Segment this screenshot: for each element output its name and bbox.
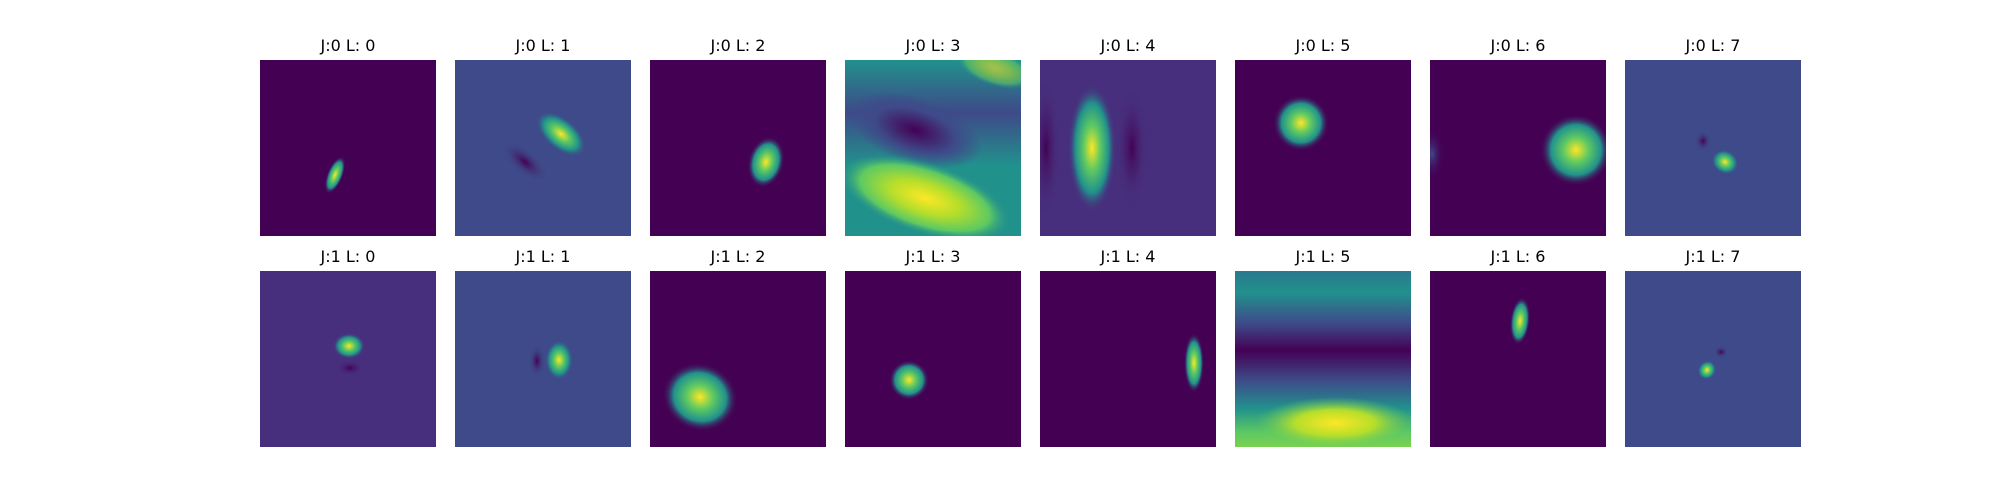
panel-title: J:0 L: 3 [905, 36, 961, 55]
filter-heatmap-svg [1625, 60, 1801, 236]
filter-heatmap-svg [1430, 271, 1606, 447]
panel-title: J:1 L: 1 [515, 247, 571, 266]
filter-image [1625, 60, 1801, 236]
panel-title: J:1 L: 5 [1295, 247, 1351, 266]
panel-title: J:1 L: 4 [1100, 247, 1156, 266]
filter-image [1235, 60, 1411, 236]
filter-image [1040, 271, 1216, 447]
panel-title: J:0 L: 4 [1100, 36, 1156, 55]
filter-image [845, 60, 1021, 236]
filter-image [1040, 60, 1216, 236]
panel-title: J:0 L: 2 [710, 36, 766, 55]
filter-heatmap-svg [1430, 60, 1606, 236]
panel-title: J:0 L: 7 [1685, 36, 1741, 55]
filter-image [1430, 60, 1606, 236]
filter-image [455, 271, 631, 447]
filter-heatmap-svg [845, 60, 1021, 236]
filter-image [260, 271, 436, 447]
filter-heatmap-svg [455, 271, 631, 447]
filter-heatmap-svg [1625, 271, 1801, 447]
filter-heatmap-svg [455, 60, 631, 236]
filter-heatmap-svg [1235, 60, 1411, 236]
filter-heatmap-svg [260, 271, 436, 447]
panel-title: J:0 L: 6 [1490, 36, 1546, 55]
filter-heatmap-svg [650, 60, 826, 236]
panel-title: J:1 L: 2 [710, 247, 766, 266]
filter-image [1625, 271, 1801, 447]
filter-image [845, 271, 1021, 447]
filter-heatmap-svg [1040, 60, 1216, 236]
panel-title: J:1 L: 6 [1490, 247, 1546, 266]
filter-image [1235, 271, 1411, 447]
filter-image [1430, 271, 1606, 447]
filter-image [260, 60, 436, 236]
panel-title: J:1 L: 7 [1685, 247, 1741, 266]
filter-heatmap-svg [1040, 271, 1216, 447]
filter-heatmap-svg [650, 271, 826, 447]
filter-heatmap-svg [1235, 271, 1411, 447]
filter-heatmap-svg [260, 60, 436, 236]
filter-image [650, 60, 826, 236]
panel-title: J:0 L: 1 [515, 36, 571, 55]
filter-image [650, 271, 826, 447]
panel-title: J:0 L: 0 [320, 36, 376, 55]
panel-title: J:1 L: 0 [320, 247, 376, 266]
filter-image [455, 60, 631, 236]
filter-heatmap-svg [845, 271, 1021, 447]
panel-title: J:1 L: 3 [905, 247, 961, 266]
panel-title: J:0 L: 5 [1295, 36, 1351, 55]
